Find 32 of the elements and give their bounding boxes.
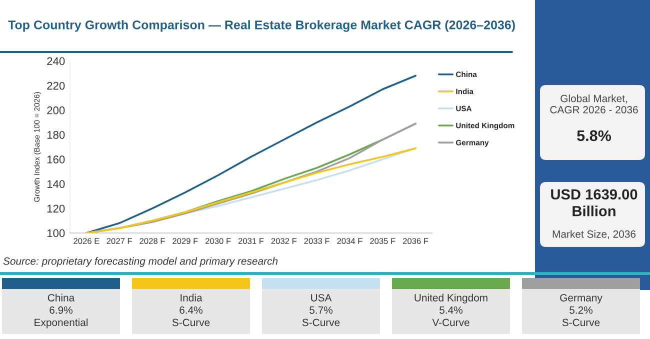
text: United Kingdom 5.4% V-Curve (414, 294, 488, 326)
text: Market Size, 2036 (552, 230, 636, 240)
text: China 6.9% Exponential (34, 294, 88, 328)
x-tick-label: 2027 F (106, 238, 132, 244)
line-series (86, 74, 416, 233)
source-note: Source: proprietary forecasting model and primary research (3, 257, 278, 267)
text: USD 1639.00 Billion (551, 189, 638, 216)
line-series (86, 147, 416, 233)
y-tick-label: 180 (47, 130, 65, 139)
y-tick-label: 140 (47, 180, 65, 188)
x-tick-label: 2032 F (271, 238, 297, 244)
x-tick-label: 2028 F (140, 238, 165, 244)
chart-title: Top Country Growth Comparison — Real Estate Brokerage Market CAGR (2026–2036) (8, 20, 515, 32)
x-tick-label: 2036 F (402, 238, 428, 244)
x-tick-label: 2030 F (206, 238, 231, 244)
y-tick-label: 240 (47, 57, 65, 66)
x-tick-label: 2035 F (370, 238, 396, 244)
text: 5.8% (577, 130, 612, 142)
x-tick-label: 2034 F (337, 238, 362, 244)
text: USA 5.7% S-Curve (302, 294, 340, 326)
x-tick-label: 2031 F (238, 238, 264, 244)
y-tick-label: 200 (47, 106, 65, 114)
x-tick-label: 2029 F (172, 238, 198, 244)
y-tick-label: 100 (47, 229, 65, 238)
text: India 6.4% S-Curve (172, 294, 210, 326)
y-tick-label: 220 (47, 82, 65, 90)
x-tick-label: 2026 E (74, 238, 100, 244)
y-tick-label: 120 (47, 204, 65, 213)
x-tick-label: 2033 F (304, 238, 330, 244)
text: Germany 5.2% S-Curve (560, 294, 602, 326)
y-tick-label: 160 (47, 156, 65, 164)
text: Global Market, CAGR 2026 - 2036 (550, 94, 638, 114)
